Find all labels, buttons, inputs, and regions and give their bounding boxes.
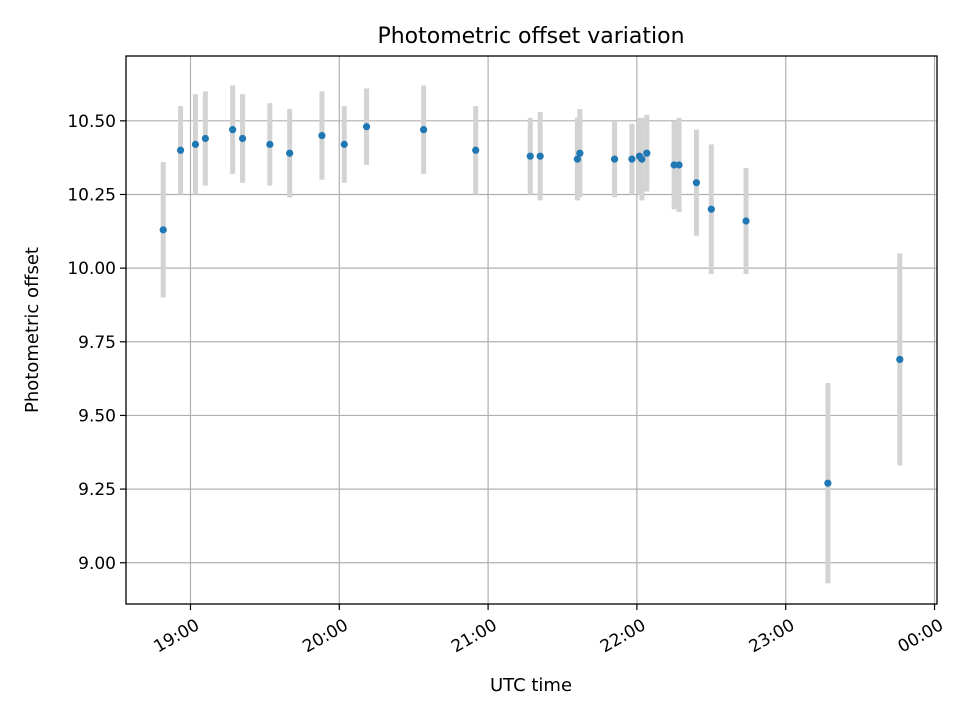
data-point	[362, 123, 371, 131]
y-tick-label: 9.50	[78, 406, 116, 426]
data-point	[472, 146, 480, 154]
data-point	[675, 161, 683, 169]
y-tick-label: 9.25	[78, 480, 116, 500]
data-point	[526, 152, 534, 160]
data-point	[318, 131, 326, 140]
data-point	[643, 149, 651, 157]
axis-ticks: 19:00 20:00 21:00 22:00 23:00 00:00 9.00 9.25 9.…	[67, 112, 947, 657]
x-tick-label: 00:00	[895, 615, 947, 657]
y-tick-label: 9.00	[78, 554, 116, 574]
data-point	[896, 355, 904, 364]
x-tick-label: 23:00	[746, 615, 798, 657]
data-point	[159, 226, 167, 234]
data-point	[229, 126, 237, 134]
data-point	[610, 155, 619, 163]
data-point	[286, 149, 294, 157]
data-point	[638, 155, 646, 163]
data-point	[692, 179, 701, 187]
data-point	[824, 479, 832, 487]
data-point	[707, 205, 715, 213]
data-point	[420, 126, 428, 134]
y-axis-label: Photometric offset	[22, 247, 43, 413]
y-tick-label: 9.75	[78, 333, 116, 353]
data-point	[191, 140, 200, 148]
data-point	[266, 140, 274, 148]
data-point	[340, 140, 348, 148]
data-point	[536, 152, 544, 160]
data-point	[201, 134, 209, 143]
x-tick-label: 19:00	[151, 615, 203, 657]
data-point	[670, 161, 678, 169]
y-tick-label: 10.25	[67, 185, 116, 205]
x-tick-label: 22:00	[597, 615, 649, 657]
data-point	[628, 155, 636, 163]
data-points	[159, 123, 904, 487]
error-bars	[160, 85, 903, 584]
x-tick-label: 20:00	[299, 615, 351, 657]
chart-title: Photometric offset variation	[377, 24, 684, 49]
y-tick-label: 10.50	[67, 112, 116, 132]
y-tick-label: 10.00	[67, 259, 116, 279]
data-point	[238, 134, 247, 143]
data-point	[176, 146, 185, 154]
data-point	[742, 217, 750, 225]
x-tick-label: 21:00	[448, 615, 500, 657]
x-axis-label: UTC time	[490, 675, 572, 696]
plot-frame	[125, 55, 938, 605]
data-point	[576, 149, 584, 157]
data-point	[573, 155, 581, 163]
